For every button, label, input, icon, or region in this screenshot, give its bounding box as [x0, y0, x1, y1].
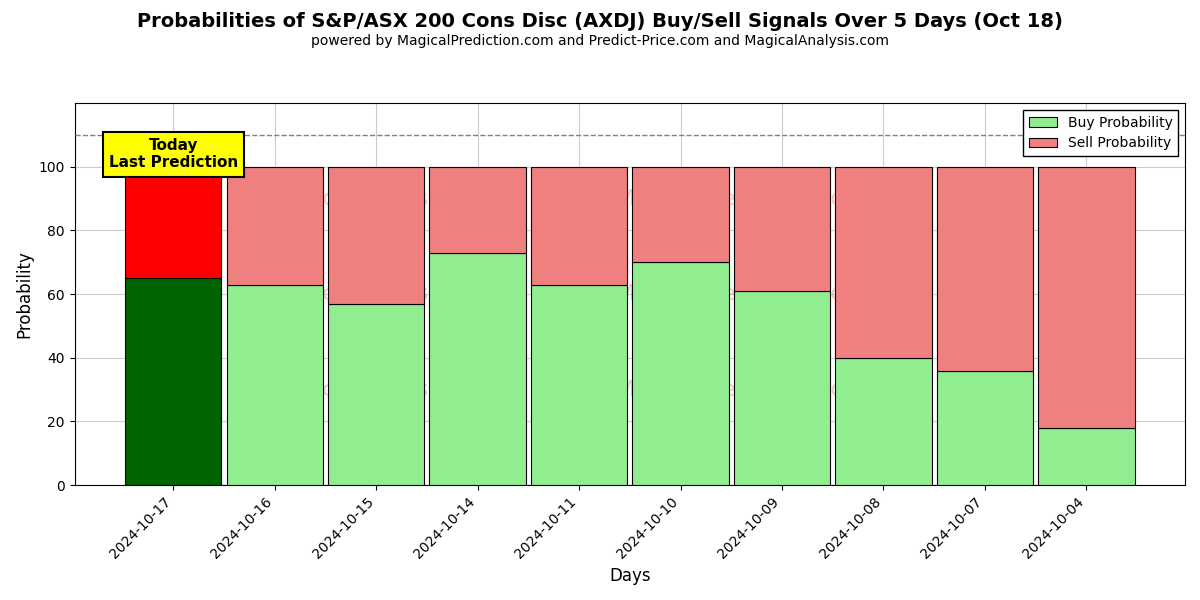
Legend: Buy Probability, Sell Probability: Buy Probability, Sell Probability [1024, 110, 1178, 156]
Bar [430, 253, 526, 485]
Bar [430, 167, 526, 253]
Bar [1038, 428, 1134, 485]
X-axis label: Days: Days [610, 567, 650, 585]
Bar [530, 167, 628, 284]
Text: MagicalAnalysis.com: MagicalAnalysis.com [270, 284, 502, 304]
Bar [530, 284, 628, 485]
Bar [937, 371, 1033, 485]
Bar [125, 167, 222, 278]
Bar [125, 278, 222, 485]
Text: powered by MagicalPrediction.com and Predict-Price.com and MagicalAnalysis.com: powered by MagicalPrediction.com and Pre… [311, 34, 889, 48]
Text: MagicalPrediction.com: MagicalPrediction.com [616, 188, 866, 209]
Bar [734, 167, 830, 291]
Bar [1038, 167, 1134, 428]
Text: Probabilities of S&P/ASX 200 Cons Disc (AXDJ) Buy/Sell Signals Over 5 Days (Oct : Probabilities of S&P/ASX 200 Cons Disc (… [137, 12, 1063, 31]
Y-axis label: Probability: Probability [16, 250, 34, 338]
Bar [835, 358, 931, 485]
Text: Today
Last Prediction: Today Last Prediction [109, 138, 238, 170]
Bar [632, 167, 728, 262]
Text: MagicalAnalysis.com: MagicalAnalysis.com [270, 380, 502, 400]
Bar [835, 167, 931, 358]
Bar [328, 167, 425, 304]
Bar [632, 262, 728, 485]
Text: MagicalPrediction.com: MagicalPrediction.com [616, 380, 866, 400]
Bar [937, 167, 1033, 371]
Text: MagicalAnalysis.com: MagicalAnalysis.com [270, 188, 502, 209]
Bar [227, 167, 323, 284]
Bar [734, 291, 830, 485]
Bar [328, 304, 425, 485]
Bar [227, 284, 323, 485]
Text: MagicalPrediction.com: MagicalPrediction.com [616, 284, 866, 304]
